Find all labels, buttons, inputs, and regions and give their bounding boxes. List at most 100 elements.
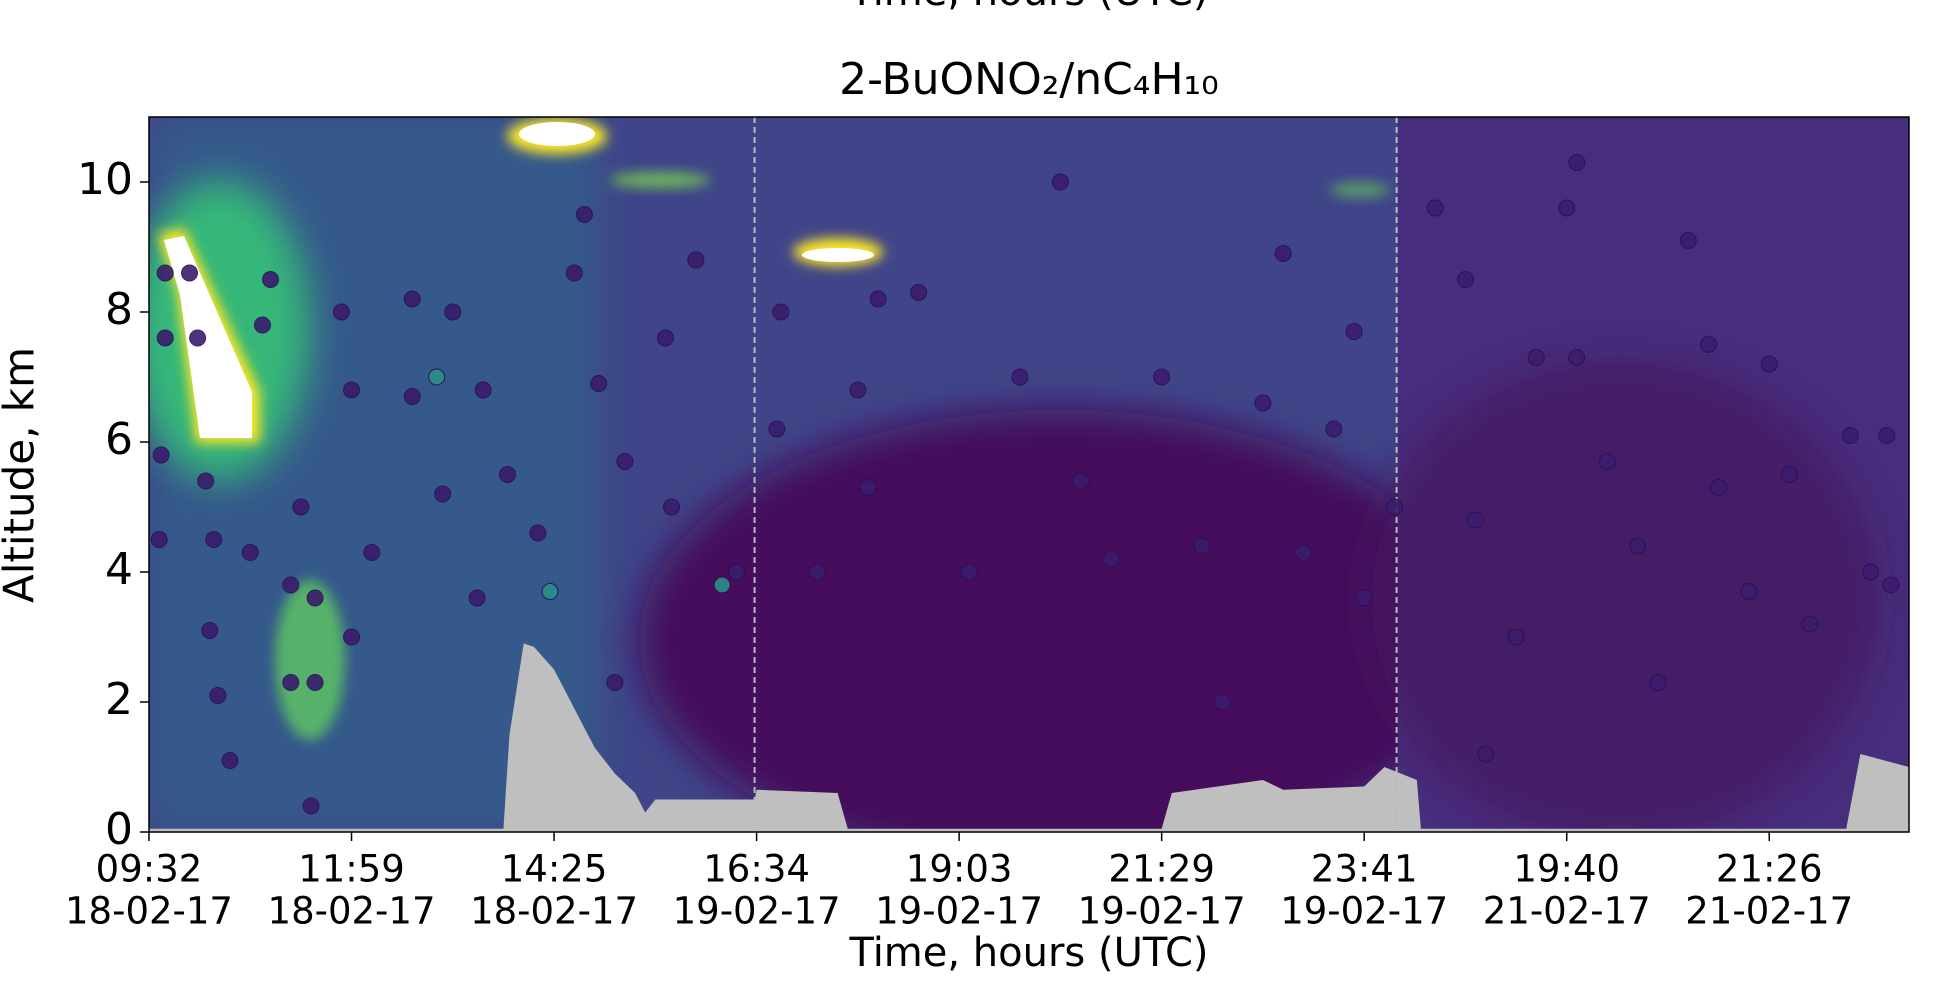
sample-point	[656, 329, 674, 347]
sample-point	[1841, 427, 1859, 444]
sample-point	[282, 674, 300, 691]
x-tick-label: 16:34	[703, 848, 810, 891]
sample-point	[498, 466, 516, 483]
sample-point	[181, 264, 199, 282]
sample-point	[1679, 232, 1697, 249]
x-tick-date: 21-02-17	[1483, 890, 1651, 933]
x-tick-date: 18-02-17	[65, 890, 233, 933]
sample-point	[292, 498, 310, 516]
sample-point	[363, 544, 381, 561]
sample-point	[403, 388, 421, 405]
x-tick-date: 18-02-17	[470, 890, 638, 933]
sample-point	[1213, 693, 1231, 711]
sample-point	[1011, 368, 1029, 386]
sample-point	[541, 583, 559, 600]
sample-point	[444, 303, 462, 321]
sample-point	[590, 375, 608, 392]
plot-frame	[148, 116, 1910, 833]
heatmap-background	[149, 117, 1909, 832]
sample-point	[687, 251, 705, 269]
x-tick-label: 21:26	[1716, 848, 1823, 891]
sample-point	[859, 479, 877, 496]
sample-point	[434, 485, 452, 503]
sample-point	[156, 329, 174, 347]
x-tick-date: 21-02-17	[1685, 890, 1853, 933]
sample-point	[189, 329, 207, 347]
sample-point	[1862, 563, 1880, 581]
sample-point	[1477, 745, 1495, 763]
sample-point	[960, 563, 978, 581]
sample-point	[156, 264, 174, 282]
sample-point	[1507, 628, 1525, 646]
y-tick-label: 6	[105, 414, 133, 465]
sample-point	[575, 206, 593, 223]
sample-point	[197, 472, 215, 490]
sample-point	[253, 316, 271, 334]
x-tick-date: 19-02-17	[1078, 890, 1246, 933]
sample-point	[205, 531, 223, 548]
sample-point	[713, 576, 731, 594]
y-tick-label: 8	[105, 284, 133, 335]
x-tick-date: 18-02-17	[268, 890, 436, 933]
sample-point	[1699, 336, 1717, 353]
sample-point	[221, 752, 239, 769]
sample-point	[1072, 472, 1090, 490]
sample-point	[241, 544, 259, 561]
sample-point	[1345, 323, 1363, 340]
sample-point	[343, 628, 361, 646]
chart-title: 2-BuONO₂/nC₄H₁₀	[839, 54, 1219, 105]
y-tick-label: 4	[105, 544, 133, 595]
sample-point	[1153, 368, 1171, 386]
sample-point	[727, 563, 745, 581]
sample-point	[529, 524, 547, 542]
sample-point	[1740, 583, 1758, 600]
sample-point	[262, 271, 280, 288]
sample-point	[209, 687, 227, 704]
sample-point	[1558, 199, 1576, 217]
sample-point	[302, 797, 320, 815]
cut-off-label: Time, hours (UTC)	[848, 0, 1208, 15]
sample-point	[1568, 154, 1586, 171]
sample-point	[910, 284, 928, 301]
sample-point	[1254, 394, 1272, 412]
x-axis-label: Time, hours (UTC)	[848, 930, 1208, 976]
sample-point	[849, 381, 867, 399]
sample-point	[428, 368, 446, 386]
sample-point	[565, 264, 583, 282]
sample-point	[1325, 420, 1343, 438]
sample-point	[306, 589, 324, 607]
sample-point	[1598, 453, 1616, 470]
x-tick-label: 19:03	[906, 848, 1013, 891]
plot-area	[149, 117, 1909, 832]
sample-point	[1629, 537, 1647, 555]
sample-point	[772, 303, 790, 321]
x-tick-date: 19-02-17	[673, 890, 841, 933]
y-tick-label: 0	[105, 804, 133, 855]
sample-point	[606, 674, 624, 691]
x-tick-label: 09:32	[96, 848, 203, 891]
y-tick-label: 2	[105, 674, 133, 725]
sample-point	[1878, 427, 1896, 444]
sample-point	[1781, 466, 1799, 483]
sample-point	[1649, 674, 1667, 691]
x-tick-label: 14:25	[501, 848, 608, 891]
sample-point	[282, 576, 300, 594]
sample-point	[1193, 537, 1211, 555]
sample-point	[152, 446, 170, 464]
sample-point	[150, 531, 168, 548]
sample-point	[474, 381, 492, 399]
sample-point	[1051, 173, 1069, 191]
sample-point	[468, 589, 486, 607]
x-tick-label: 19:40	[1513, 848, 1620, 891]
x-tick-label: 11:59	[298, 848, 405, 891]
sample-point	[1527, 349, 1545, 366]
sample-point	[1386, 498, 1404, 516]
sample-point	[1710, 479, 1728, 496]
sample-point	[1456, 271, 1474, 288]
sample-point	[1568, 349, 1586, 366]
ground-area	[149, 643, 1909, 832]
sample-point	[1294, 544, 1312, 561]
y-tick-label: 10	[77, 154, 133, 205]
